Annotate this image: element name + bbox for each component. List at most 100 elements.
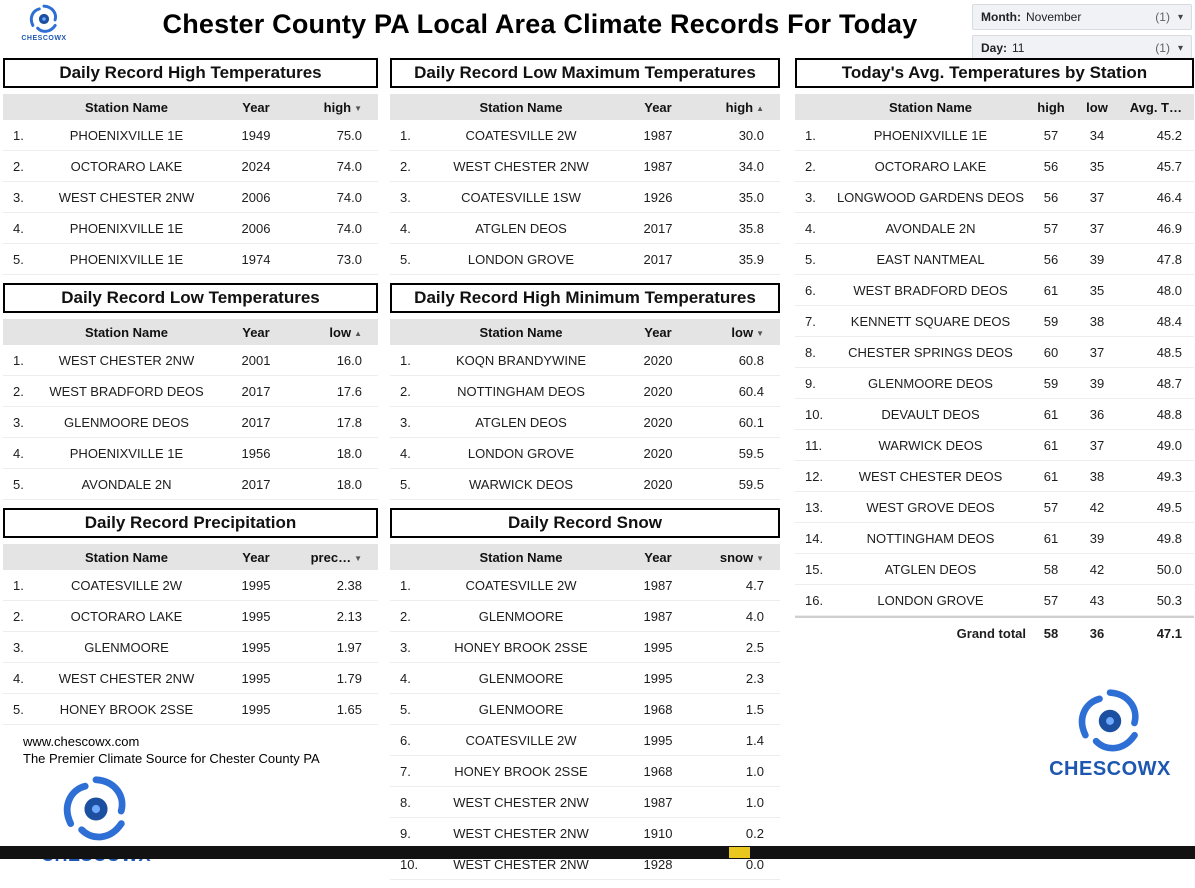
- station-cell: PHOENIXVILLE 1E: [873, 127, 988, 143]
- cyclone-icon: [63, 776, 126, 841]
- row-index: 3.: [805, 189, 816, 205]
- year-cell: 1995: [241, 701, 271, 717]
- tagline-text: The Premier Climate Source for Chester C…: [23, 751, 320, 766]
- value-cell: 2.38: [336, 577, 362, 593]
- chevron-down-icon[interactable]: ▾: [1177, 42, 1183, 54]
- low-cell: 34: [1089, 127, 1105, 143]
- column-header-year[interactable]: Year: [644, 549, 672, 565]
- high-cell: 57: [1043, 127, 1059, 143]
- high-cell: 61: [1043, 530, 1059, 546]
- avg-cell: 49.0: [1156, 437, 1182, 453]
- table-row: 7. HONEY BROOK 2SSE 1968 1.0: [390, 756, 780, 787]
- low-cell: 39: [1089, 375, 1105, 391]
- low-cell: 37: [1089, 220, 1105, 236]
- low-cell: 43: [1089, 592, 1105, 608]
- station-cell: GLENMOORE: [84, 639, 169, 655]
- table-row: 13. WEST GROVE DEOS 57 42 49.5: [795, 492, 1194, 523]
- column-header-station[interactable]: Station Name: [84, 549, 169, 565]
- column-header-station[interactable]: Station Name: [888, 99, 973, 115]
- station-cell: GLENMOORE DEOS: [868, 375, 993, 391]
- table-row: 3. ATGLEN DEOS 2020 60.1: [390, 407, 780, 438]
- column-header-year[interactable]: Year: [242, 549, 270, 565]
- station-cell: COATESVILLE 2W: [465, 577, 577, 593]
- avg-cell: 49.8: [1156, 530, 1182, 546]
- table-header-row: Station Name Year low ▲: [3, 319, 378, 345]
- station-cell: WARWICK DEOS: [468, 476, 573, 492]
- column-header-station[interactable]: Station Name: [479, 549, 563, 565]
- record-snow-table: Daily Record Snow Station Name Year snow ▼ 1.…: [390, 508, 780, 880]
- row-index: 4.: [400, 220, 411, 236]
- column-header-year[interactable]: Year: [242, 99, 270, 115]
- table-row: 8. CHESTER SPRINGS DEOS 60 37 48.5: [795, 337, 1194, 368]
- column-header-station[interactable]: Station Name: [84, 99, 169, 115]
- chescowx-logo-small: CHESCOWX: [16, 4, 72, 42]
- station-cell: WEST CHESTER DEOS: [858, 468, 1003, 484]
- row-index: 1.: [13, 127, 24, 143]
- year-cell: 2020: [643, 445, 673, 461]
- column-header-low[interactable]: low: [1086, 99, 1108, 115]
- low-cell: 35: [1089, 282, 1105, 298]
- table-header-row: Station Name high low Avg. T…: [795, 94, 1194, 120]
- row-index: 4.: [13, 220, 24, 236]
- column-header-station[interactable]: Station Name: [479, 324, 563, 340]
- row-index: 16.: [805, 592, 824, 608]
- month-filter[interactable]: Month: November (1) ▾: [972, 4, 1192, 30]
- value-cell: 1.0: [745, 763, 764, 779]
- station-cell: KOQN BRANDYWINE: [455, 352, 586, 368]
- column-header-year[interactable]: Year: [242, 324, 270, 340]
- table-row: 1. PHOENIXVILLE 1E 1949 75.0: [3, 120, 378, 151]
- avg-cell: 50.3: [1156, 592, 1182, 608]
- year-cell: 2020: [643, 352, 673, 368]
- table-row: 14. NOTTINGHAM DEOS 61 39 49.8: [795, 523, 1194, 554]
- value-cell: 74.0: [336, 158, 362, 174]
- row-index: 5.: [400, 701, 411, 717]
- column-header-avg[interactable]: Avg. T…: [1129, 99, 1182, 115]
- row-index: 5.: [400, 251, 411, 267]
- column-header-value[interactable]: high ▼: [323, 99, 362, 115]
- station-cell: OCTORARO LAKE: [70, 158, 183, 174]
- table-row: 5. GLENMOORE 1968 1.5: [390, 694, 780, 725]
- value-cell: 35.8: [738, 220, 764, 236]
- column-header-station[interactable]: Station Name: [84, 324, 169, 340]
- row-index: 3.: [13, 639, 24, 655]
- chevron-down-icon[interactable]: ▾: [1177, 11, 1183, 23]
- column-header-value[interactable]: low ▼: [731, 324, 764, 340]
- table-row: 2. OCTORARO LAKE 1995 2.13: [3, 601, 378, 632]
- value-cell: 1.65: [336, 701, 362, 717]
- table-row: 4. PHOENIXVILLE 1E 1956 18.0: [3, 438, 378, 469]
- row-index: 4.: [400, 670, 411, 686]
- table-row: 3. GLENMOORE DEOS 2017 17.8: [3, 407, 378, 438]
- year-cell: 1987: [643, 577, 673, 593]
- station-cell: NOTTINGHAM DEOS: [866, 530, 995, 546]
- station-cell: COATESVILLE 2W: [70, 577, 182, 593]
- avg-cell: 48.4: [1156, 313, 1182, 329]
- year-cell: 2017: [643, 220, 673, 236]
- station-cell: AVONDALE 2N: [81, 476, 172, 492]
- grand-total-low: 36: [1089, 625, 1105, 641]
- website-text: www.chescowx.com: [23, 734, 140, 749]
- day-filter-value: 11: [1012, 41, 1025, 55]
- column-header-value[interactable]: high ▲: [725, 99, 764, 115]
- avg-cell: 48.8: [1156, 406, 1182, 422]
- year-cell: 1995: [241, 670, 271, 686]
- station-cell: KENNETT SQUARE DEOS: [850, 313, 1011, 329]
- value-cell: 59.5: [738, 476, 764, 492]
- year-cell: 1987: [643, 158, 673, 174]
- column-header-year[interactable]: Year: [644, 99, 672, 115]
- column-header-value[interactable]: prec… ▼: [310, 549, 362, 565]
- table-header-row: Station Name Year low ▼: [390, 319, 780, 345]
- column-header-year[interactable]: Year: [644, 324, 672, 340]
- column-header-station[interactable]: Station Name: [479, 99, 563, 115]
- year-cell: 2017: [241, 383, 271, 399]
- table-row: 7. KENNETT SQUARE DEOS 59 38 48.4: [795, 306, 1194, 337]
- station-cell: LONDON GROVE: [467, 251, 575, 267]
- column-header-value[interactable]: snow ▼: [719, 549, 764, 565]
- value-cell: 18.0: [336, 445, 362, 461]
- row-index: 2.: [13, 158, 24, 174]
- column-header-value[interactable]: low ▲: [329, 324, 362, 340]
- value-cell: 74.0: [336, 220, 362, 236]
- value-cell: 1.79: [336, 670, 362, 686]
- year-cell: 2006: [241, 220, 271, 236]
- column-header-high[interactable]: high: [1037, 99, 1065, 115]
- table-title: Daily Record High Minimum Temperatures: [390, 283, 780, 313]
